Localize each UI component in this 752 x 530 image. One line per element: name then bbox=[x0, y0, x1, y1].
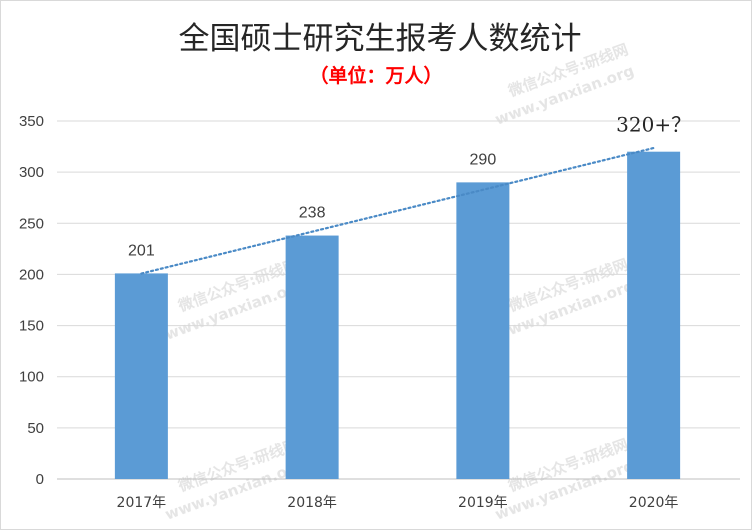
x-axis-ticks: 2017年 2018年 2019年 2020年 bbox=[117, 495, 679, 511]
bar bbox=[627, 151, 681, 479]
y-tick-label: 350 bbox=[19, 113, 44, 130]
watermarks: 微信公众号:研线网www.yanxian.org微信公众号:研线网www.yan… bbox=[163, 40, 637, 523]
y-tick-label: 100 bbox=[19, 369, 44, 386]
trendline bbox=[140, 146, 655, 275]
x-tick-label: 2017年 bbox=[117, 495, 167, 511]
y-tick-label: 150 bbox=[19, 318, 44, 335]
bar bbox=[285, 235, 339, 479]
bar bbox=[114, 273, 168, 479]
gridlines bbox=[57, 120, 740, 480]
bar bbox=[456, 182, 510, 479]
chart-subtitle: （单位：万人） bbox=[309, 64, 442, 87]
x-tick-label: 2018年 bbox=[287, 495, 337, 511]
y-tick-label: 300 bbox=[19, 164, 44, 181]
bars bbox=[114, 151, 681, 479]
data-label: 238 bbox=[299, 205, 326, 222]
data-label: 201 bbox=[128, 242, 155, 259]
y-tick-label: 0 bbox=[36, 471, 44, 488]
y-tick-label: 50 bbox=[27, 420, 44, 437]
data-labels: 201 238 290 320+？ bbox=[128, 113, 691, 260]
y-tick-label: 250 bbox=[19, 215, 44, 232]
x-tick-label: 2019年 bbox=[458, 495, 508, 511]
trendline-group bbox=[140, 146, 655, 275]
y-axis-ticks: 0 50 100 150 200 250 300 350 bbox=[19, 113, 44, 488]
y-tick-label: 200 bbox=[19, 266, 44, 283]
data-label: 320+？ bbox=[616, 113, 691, 137]
x-tick-label: 2020年 bbox=[629, 495, 679, 511]
data-label: 290 bbox=[470, 151, 497, 168]
chart-title: 全国硕士研究生报考人数统计 bbox=[179, 21, 582, 57]
